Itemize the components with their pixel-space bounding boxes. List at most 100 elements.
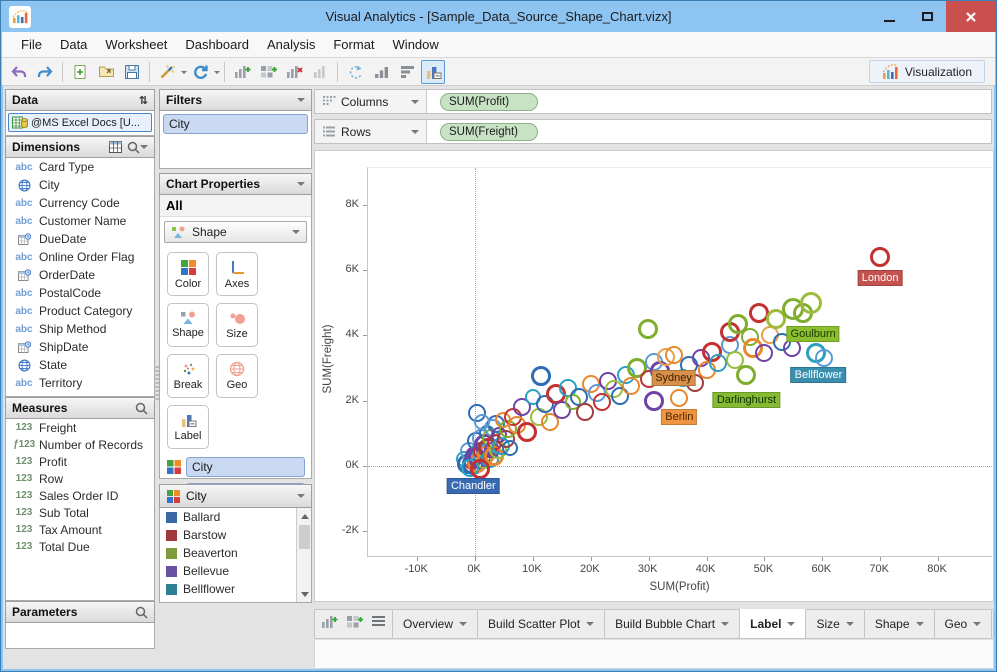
scatter-point[interactable] <box>815 349 834 368</box>
parameters-header[interactable]: Parameters <box>5 601 155 623</box>
scatter-point[interactable] <box>664 346 683 364</box>
chevron-down-icon[interactable] <box>140 145 148 153</box>
measures-header[interactable]: Measures <box>5 397 155 419</box>
menu-item-worksheet[interactable]: Worksheet <box>105 37 168 52</box>
chevron-down-icon[interactable] <box>411 99 419 108</box>
dimension-field-row[interactable]: abc Currency Code <box>6 194 154 212</box>
maximize-button[interactable] <box>908 1 946 32</box>
mark-label[interactable]: Chandler <box>446 478 500 495</box>
sort-descending-button[interactable] <box>395 60 419 84</box>
measure-field-row[interactable]: 123 Profit <box>6 453 154 470</box>
scatter-point[interactable] <box>576 403 594 422</box>
scatter-point[interactable] <box>512 398 531 417</box>
columns-shelf-label[interactable]: Columns <box>315 90 427 113</box>
scatter-point[interactable] <box>728 314 749 334</box>
rotate-button[interactable] <box>343 60 367 84</box>
measure-field-row[interactable]: 123 Row <box>6 470 154 487</box>
measure-field-row[interactable]: 123 Sales Order ID <box>6 487 154 504</box>
sheet-tab-geo[interactable]: Geo <box>935 610 993 638</box>
chevron-down-icon[interactable] <box>297 98 305 106</box>
menu-item-analysis[interactable]: Analysis <box>266 37 316 52</box>
scatter-point[interactable] <box>870 247 891 268</box>
new-dashboard-icon[interactable] <box>346 614 363 634</box>
dimensions-header[interactable]: Dimensions <box>5 136 155 158</box>
sheet-list-icon[interactable] <box>371 615 386 633</box>
filter-pill-city[interactable]: City <box>163 114 308 134</box>
chevron-down-icon[interactable] <box>721 622 730 630</box>
scatter-point[interactable] <box>755 344 774 363</box>
add-dashboard-button[interactable] <box>256 60 280 84</box>
menu-item-format[interactable]: Format <box>333 37 375 52</box>
chart-properties-header[interactable]: Chart Properties <box>159 173 312 195</box>
measure-field-row[interactable]: ƒ123 Number of Records <box>6 436 154 453</box>
refresh-button[interactable] <box>188 60 212 84</box>
legend-item[interactable]: Bellflower <box>160 580 311 598</box>
chevron-down-icon[interactable] <box>297 182 305 190</box>
sheet-tab-overview[interactable]: Overview <box>393 610 479 638</box>
rows-shelf-label[interactable]: Rows <box>315 120 427 143</box>
scatter-point[interactable] <box>643 390 664 411</box>
color-field-pill[interactable]: City <box>186 457 305 477</box>
rows-pill[interactable]: SUM(Freight) <box>440 122 538 141</box>
panel-resize-handle[interactable] <box>154 366 159 400</box>
new-workbook-button[interactable] <box>68 60 92 84</box>
titlebar[interactable]: Visual Analytics - [Sample_Data_Source_S… <box>1 1 996 32</box>
chevron-down-icon[interactable] <box>459 622 468 630</box>
legend-item[interactable]: Beaverton <box>160 544 311 562</box>
search-icon[interactable] <box>135 402 148 415</box>
scatter-point[interactable] <box>782 339 801 358</box>
scatter-point[interactable] <box>502 440 519 457</box>
geo-button[interactable]: Geo <box>216 354 258 398</box>
chart-disabled-button[interactable] <box>308 60 332 84</box>
shape-button[interactable]: Shape <box>167 303 209 347</box>
redo-button[interactable] <box>33 60 57 84</box>
dimension-field-row[interactable]: City <box>6 176 154 194</box>
search-icon[interactable] <box>127 141 140 154</box>
chevron-down-icon[interactable] <box>214 70 220 77</box>
chevron-down-icon[interactable] <box>181 70 187 77</box>
scroll-down-button[interactable] <box>297 587 311 602</box>
minimize-button[interactable] <box>870 1 908 32</box>
visualization-button[interactable]: Visualization <box>868 60 985 83</box>
mark-label[interactable]: Darlinghurst <box>712 391 781 408</box>
legend-scrollbar[interactable] <box>296 508 311 602</box>
legend-item[interactable] <box>160 598 311 602</box>
scatter-point[interactable] <box>541 412 560 431</box>
chevron-down-icon[interactable] <box>973 622 982 630</box>
menu-item-data[interactable]: Data <box>59 37 88 52</box>
scatter-point[interactable] <box>535 394 554 413</box>
chevron-down-icon[interactable] <box>297 494 305 502</box>
columns-pill[interactable]: SUM(Profit) <box>440 92 538 111</box>
scatter-point[interactable] <box>709 354 728 373</box>
dimension-field-row[interactable]: DueDate <box>6 230 154 248</box>
menu-item-file[interactable]: File <box>21 37 42 52</box>
menu-item-window[interactable]: Window <box>392 37 439 52</box>
sheet-tab-label[interactable]: Label <box>740 609 807 638</box>
undo-button[interactable] <box>7 60 31 84</box>
measure-field-row[interactable]: 123 Sub Total <box>6 504 154 521</box>
chevron-down-icon[interactable] <box>787 622 796 630</box>
sheet-tab-build-scatter-plot[interactable]: Build Scatter Plot <box>478 610 606 638</box>
measure-field-row[interactable]: 123 Total Due <box>6 538 154 555</box>
connect-button[interactable] <box>155 60 179 84</box>
remove-chart-button[interactable] <box>282 60 306 84</box>
dimension-field-row[interactable]: ShipDate <box>6 338 154 356</box>
dimension-field-row[interactable]: abc Card Type <box>6 158 154 176</box>
scatter-point[interactable] <box>765 309 786 330</box>
add-chart-button[interactable] <box>230 60 254 84</box>
measure-field-row[interactable]: 123 Tax Amount <box>6 521 154 538</box>
dimension-field-row[interactable]: abc Territory <box>6 374 154 392</box>
scatter-point[interactable] <box>799 291 822 314</box>
datasource-item[interactable]: @MS Excel Docs [U... <box>8 113 152 132</box>
sheet-tab-shape[interactable]: Shape <box>865 610 935 638</box>
sheet-tab-build-bubble-chart[interactable]: Build Bubble Chart <box>605 610 741 638</box>
chevron-down-icon[interactable] <box>586 622 595 630</box>
sheet-tab-size[interactable]: Size <box>806 610 865 638</box>
scatter-point[interactable] <box>470 459 491 480</box>
label-toggle-button[interactable] <box>421 59 445 84</box>
scatter-point[interactable] <box>726 350 745 369</box>
scatter-point[interactable] <box>531 365 552 386</box>
axes-button[interactable]: Axes <box>216 252 258 296</box>
label-button[interactable]: Label <box>167 405 209 449</box>
scatter-point[interactable] <box>517 421 538 442</box>
